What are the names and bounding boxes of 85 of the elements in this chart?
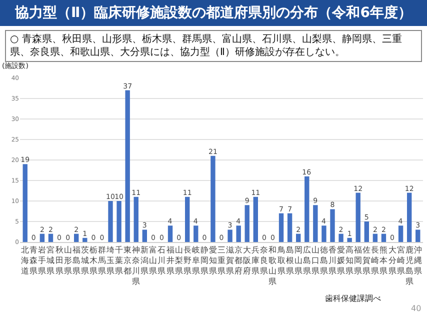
x-tick-label: 千葉県 bbox=[115, 246, 124, 276]
bar bbox=[82, 238, 88, 242]
bar bbox=[330, 209, 335, 242]
x-tick-label: 徳島県 bbox=[320, 246, 328, 276]
x-tick-label: 石川県 bbox=[158, 246, 166, 276]
x-tick-label: 山口県 bbox=[311, 246, 320, 276]
x-tick-label: 佐賀県 bbox=[362, 246, 371, 276]
bar bbox=[296, 234, 301, 242]
x-tick-label: 福井県 bbox=[166, 246, 174, 276]
bar bbox=[210, 156, 216, 242]
bar bbox=[244, 205, 250, 242]
bar bbox=[398, 226, 404, 242]
x-tick-label: 茨城県 bbox=[80, 246, 89, 276]
x-tick-label: 高知県 bbox=[346, 246, 354, 276]
x-tick-label: 鳥取県 bbox=[276, 246, 286, 276]
bar bbox=[108, 201, 113, 242]
bar bbox=[364, 222, 369, 242]
x-tick-label: 富山県 bbox=[149, 246, 158, 276]
bar bbox=[134, 196, 138, 242]
x-tick-label: 鹿児島県 bbox=[405, 246, 414, 286]
bar bbox=[185, 196, 190, 242]
bar bbox=[168, 226, 173, 242]
x-tick-label: 東京都 bbox=[124, 246, 132, 276]
chart-title: 協力型（Ⅱ）臨床研修施設数の都道府県別の分布（令和6年度） bbox=[0, 0, 427, 26]
bar bbox=[236, 226, 241, 242]
bar bbox=[278, 213, 284, 242]
x-tick-label: 三重県 bbox=[218, 246, 226, 276]
bar bbox=[228, 230, 232, 242]
chart-subtitle: ○ 青森県、秋田県、山形県、栃木県、群馬県、富山県、石川県、山梨県、静岡県、三重県、奈良県、和歌山県、大分県には、協力型（Ⅱ）研修施設が存在しない。 bbox=[5, 30, 422, 62]
text: 歯科保健課調べ bbox=[325, 294, 381, 303]
x-tick-label: 愛媛県 bbox=[337, 246, 346, 276]
x-tick-label: 福島県 bbox=[72, 246, 80, 276]
x-tick-label: 秋田県 bbox=[55, 246, 64, 276]
x-tick-label: 岐阜県 bbox=[192, 246, 200, 276]
bar bbox=[406, 192, 412, 242]
x-tick-label: 長崎県 bbox=[371, 246, 380, 276]
bar bbox=[304, 176, 310, 242]
x-tick-label: 長野県 bbox=[183, 246, 192, 276]
bar bbox=[338, 234, 344, 242]
x-tick-label: 島根県 bbox=[286, 246, 294, 276]
bar bbox=[322, 226, 326, 242]
x-tick-label: 岡山県 bbox=[294, 246, 302, 276]
x-tick-label: 栃木県 bbox=[89, 246, 98, 276]
x-tick-label: 沖縄県 bbox=[412, 246, 422, 276]
bar bbox=[125, 90, 130, 242]
bar bbox=[313, 205, 318, 242]
text: 40 bbox=[411, 304, 422, 313]
bar bbox=[40, 234, 45, 242]
bar bbox=[416, 230, 420, 242]
x-tick-label: 岩手県 bbox=[38, 246, 46, 276]
x-tick-label: 滋賀県 bbox=[226, 246, 234, 276]
bar bbox=[356, 192, 360, 242]
bar bbox=[381, 234, 386, 242]
x-tick-label: 新潟県 bbox=[140, 246, 149, 276]
x-tick-label: 山形県 bbox=[64, 246, 72, 276]
bar bbox=[287, 213, 292, 242]
x-tick-label: 宮城県 bbox=[46, 246, 55, 276]
x-tick-label: 京都府 bbox=[234, 246, 243, 276]
bar bbox=[116, 201, 122, 242]
x-tick-label: 静岡県 bbox=[200, 246, 208, 276]
x-tick-label: 大分県 bbox=[388, 246, 396, 276]
x-tick-label: 福岡県 bbox=[354, 246, 362, 276]
bar bbox=[253, 196, 258, 242]
x-tick-label: 兵庫県 bbox=[252, 246, 260, 276]
x-tick-label: 北海道 bbox=[21, 246, 30, 276]
bar bbox=[22, 164, 28, 242]
x-tick-label: 青森県 bbox=[30, 246, 38, 276]
x-tick-label: 宮崎県 bbox=[396, 246, 405, 276]
x-tick-label: 熊本県 bbox=[380, 246, 388, 276]
x-tick-label: 香川県 bbox=[328, 246, 336, 276]
x-tick-label: 和歌山県 bbox=[268, 246, 277, 286]
x-tick-label: 神奈川県 bbox=[132, 246, 140, 286]
bar bbox=[48, 234, 54, 242]
bar bbox=[142, 230, 147, 242]
bar bbox=[74, 234, 79, 242]
bar bbox=[347, 238, 352, 242]
x-tick-label: 埼玉県 bbox=[106, 246, 114, 276]
x-tick-label: 愛知県 bbox=[208, 246, 217, 276]
bar bbox=[372, 234, 378, 242]
bar bbox=[194, 226, 198, 242]
x-tick-label: 奈良県 bbox=[260, 246, 268, 276]
x-tick-label: 大阪府 bbox=[243, 246, 252, 276]
x-tick-label: 山梨県 bbox=[174, 246, 183, 276]
x-tick-label: 群馬県 bbox=[96, 246, 106, 276]
x-tick-label: 広島県 bbox=[302, 246, 311, 276]
